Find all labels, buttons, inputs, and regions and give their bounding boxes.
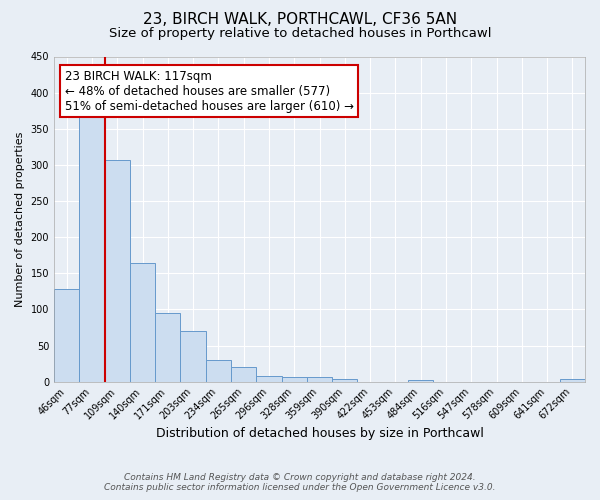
Bar: [130, 263, 155, 382]
Y-axis label: Number of detached properties: Number of detached properties: [15, 132, 25, 307]
Bar: [54, 289, 79, 382]
Bar: [231, 367, 256, 382]
Bar: [307, 378, 332, 382]
Bar: [181, 331, 206, 382]
Bar: [281, 376, 307, 382]
Bar: [560, 379, 585, 382]
Bar: [256, 376, 281, 382]
Bar: [155, 313, 181, 382]
Text: 23, BIRCH WALK, PORTHCAWL, CF36 5AN: 23, BIRCH WALK, PORTHCAWL, CF36 5AN: [143, 12, 457, 28]
X-axis label: Distribution of detached houses by size in Porthcawl: Distribution of detached houses by size …: [155, 427, 484, 440]
Bar: [206, 360, 231, 382]
Bar: [104, 160, 130, 382]
Bar: [408, 380, 433, 382]
Text: 23 BIRCH WALK: 117sqm
← 48% of detached houses are smaller (577)
51% of semi-det: 23 BIRCH WALK: 117sqm ← 48% of detached …: [65, 70, 353, 112]
Text: Size of property relative to detached houses in Porthcawl: Size of property relative to detached ho…: [109, 28, 491, 40]
Bar: [79, 116, 104, 382]
Text: Contains HM Land Registry data © Crown copyright and database right 2024.
Contai: Contains HM Land Registry data © Crown c…: [104, 473, 496, 492]
Bar: [332, 379, 358, 382]
